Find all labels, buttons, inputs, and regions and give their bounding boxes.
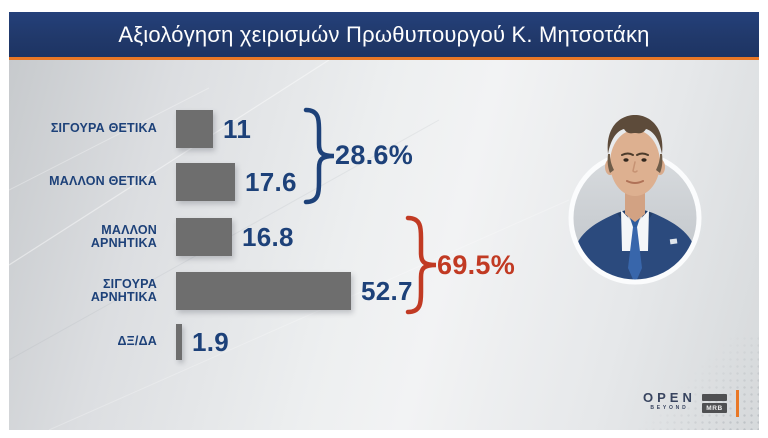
bar-row-sigoura-arnitika: ΣΙΓΟΥΡΑ ΑΡΝΗΤΙΚΑ 52.7 [9,272,569,310]
bar-row-mallon-arnitika: ΜΑΛΛΟΝ ΑΡΝΗΤΙΚΑ 16.8 [9,218,569,256]
mrb-logo-bar [702,394,727,401]
open-logo-tagline: BEYOND [650,405,689,411]
open-logo-text: OPEN [643,390,696,405]
category-label: ΔΞ/ΔΑ [117,334,157,349]
chart-area: ΣΙΓΟΥΡΑ ΘΕΤΙΚΑ 11 ΜΑΛΛΟΝ ΘΕΤΙΚΑ 17.6 ΜΑΛ… [9,60,759,430]
bar [176,272,351,310]
value-label: 1.9 [192,326,230,357]
bar-row-dk-na: ΔΞ/ΔΑ 1.9 [9,324,569,360]
portrait-photo [568,115,702,285]
value-label: 52.7 [361,275,413,306]
category-label: ΜΑΛΛΟΝ ΑΡΝΗΤΙΚΑ [90,222,157,250]
category-label: ΜΑΛΛΟΝ ΘΕΤΙΚΑ [49,174,157,189]
value-label: 11 [223,113,252,144]
title-bar: Αξιολόγηση χειρισμών Πρωθυπουργού Κ. Μητ… [9,12,759,57]
title-accent-rule [9,57,759,60]
footer-orange-divider [736,390,739,417]
mrb-logo: MRB [702,394,727,413]
positive-group-brace-icon [303,107,335,205]
value-label: 16.8 [242,221,294,252]
bar [176,110,213,148]
suit-body [573,210,697,280]
bar [176,163,235,201]
value-label: 17.6 [245,166,297,197]
dot-pattern-decoration [629,335,759,430]
bar-row-sigoura-thetika: ΣΙΓΟΥΡΑ ΘΕΤΙΚΑ 11 [9,110,569,148]
category-label: ΣΙΓΟΥΡΑ ΑΡΝΗΤΙΚΑ [90,276,157,304]
bar-row-mallon-thetika: ΜΑΛΛΟΝ ΘΕΤΙΚΑ 17.6 [9,163,569,201]
head [605,115,665,222]
bar [176,218,232,256]
bar [176,324,182,360]
negative-group-brace-icon [405,215,437,315]
negative-total-label: 69.5% [437,250,516,280]
positive-total-label: 28.6% [335,140,414,170]
open-channel-logo: OPEN BEYOND [643,391,696,411]
category-label: ΣΙΓΟΥΡΑ ΘΕΤΙΚΑ [50,121,157,136]
page-title: Αξιολόγηση χειρισμών Πρωθυπουργού Κ. Μητ… [118,21,650,47]
mrb-logo-text: MRB [702,403,727,413]
